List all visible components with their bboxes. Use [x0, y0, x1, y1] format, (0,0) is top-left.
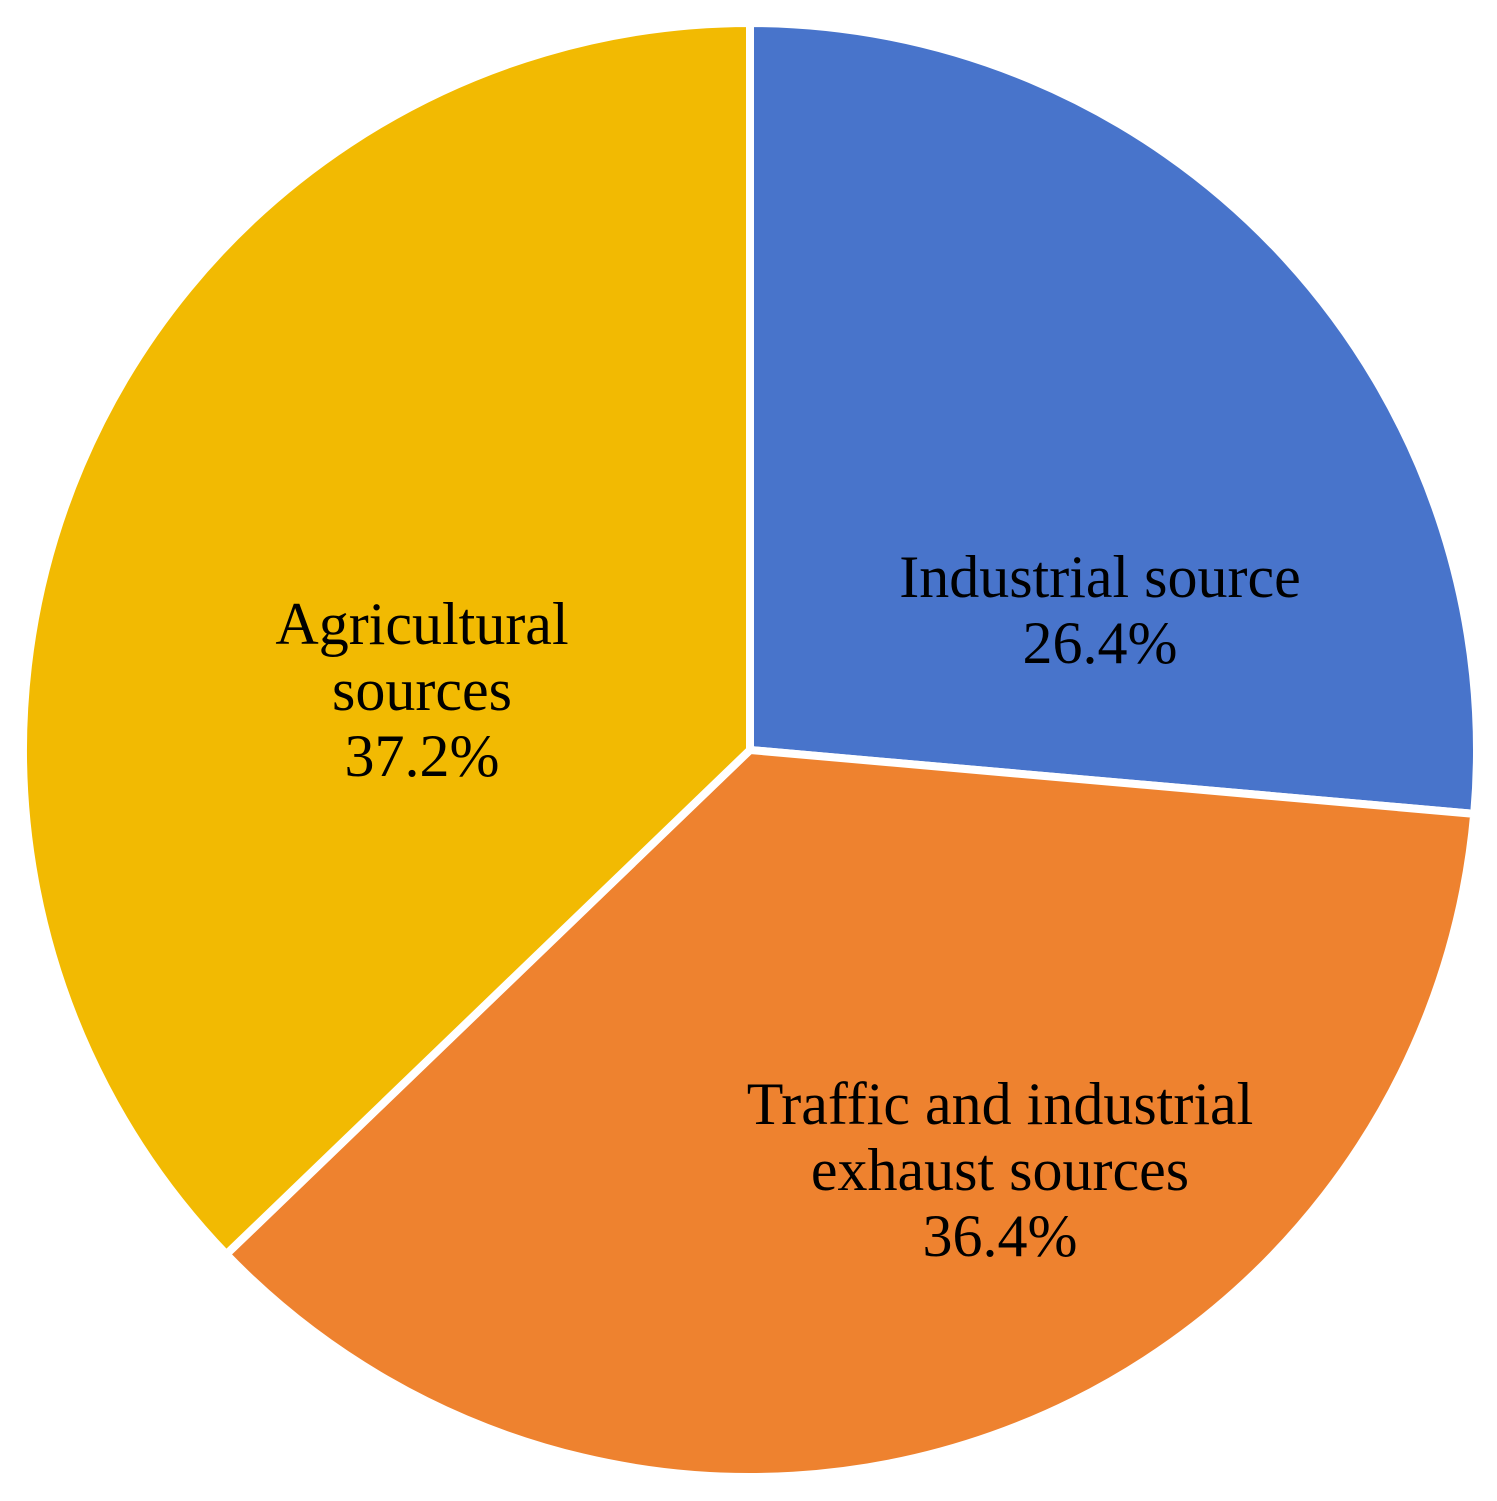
- category-label: Traffic and industrial exhaust sources: [746, 1071, 1254, 1203]
- value-label: 36.4%: [922, 1203, 1078, 1269]
- pie-slice: [18, 19, 754, 1259]
- slice-label: Industrial source 26.4%: [800, 544, 1400, 676]
- value-label: 26.4%: [1022, 610, 1178, 676]
- slice-label: Agricultural sources 37.2%: [212, 591, 632, 789]
- value-label: 37.2%: [344, 723, 500, 789]
- category-label: Agricultural sources: [275, 591, 569, 723]
- slice-label: Traffic and industrial exhaust sources 36…: [710, 1071, 1290, 1269]
- pie-slice: [222, 746, 1479, 1482]
- category-label: Industrial source: [899, 544, 1301, 610]
- pie-slice: [746, 19, 1481, 818]
